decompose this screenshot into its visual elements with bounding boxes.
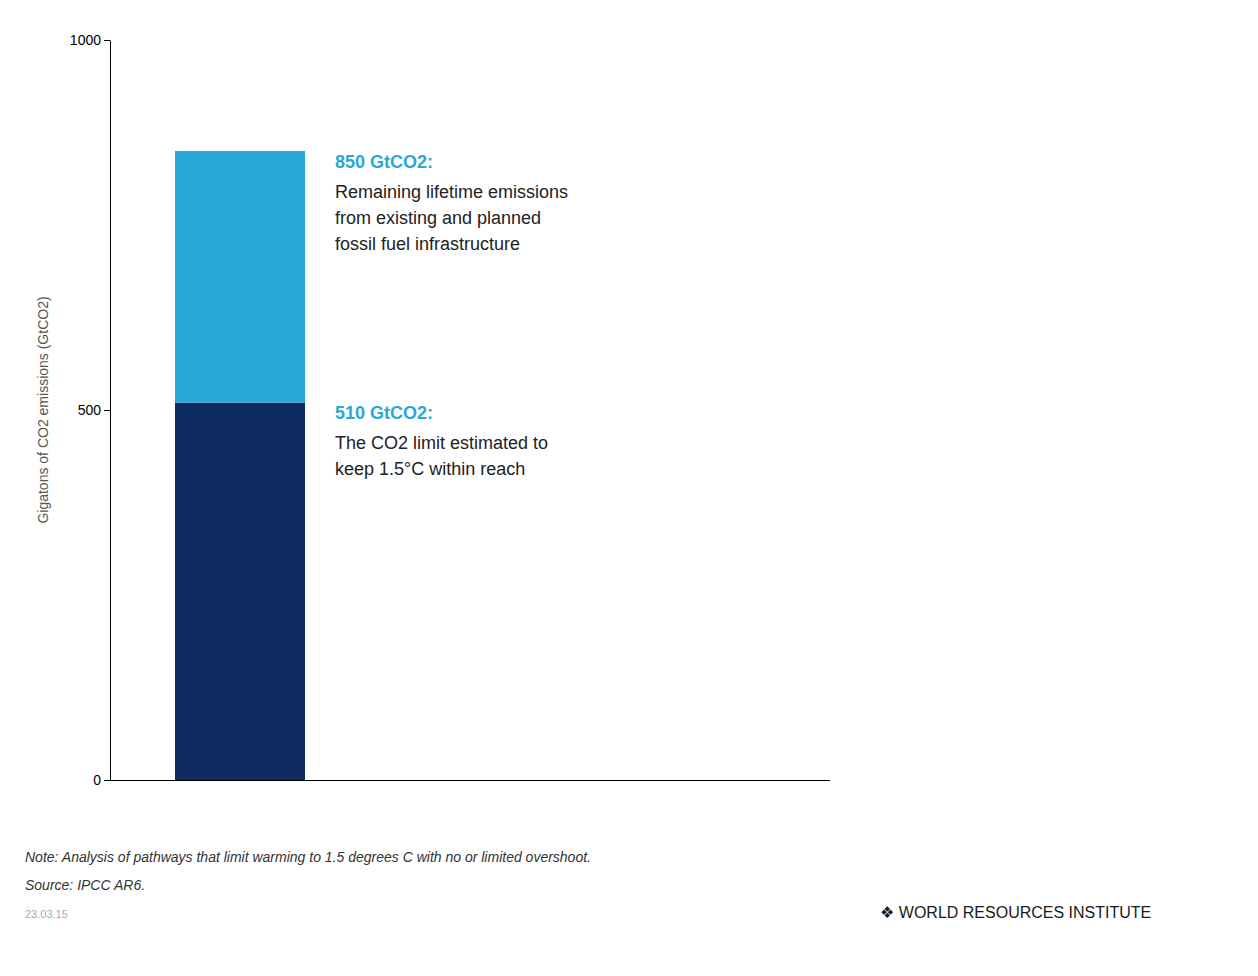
annotation-line: from existing and planned — [335, 208, 541, 228]
y-tick-label: 500 — [78, 402, 102, 418]
note: Note: Analysis of pathways that limit wa… — [25, 849, 591, 865]
annotation-line: Remaining lifetime emissions — [335, 182, 568, 202]
bar-segment — [175, 151, 305, 403]
y-tick-mark — [104, 780, 110, 781]
chart: 0 500 1000 Gigatons of CO2 emissions (GtCO2… — [0, 0, 1258, 976]
annotation-line: The CO2 limit estimated to — [335, 433, 548, 453]
y-axis: 0 500 1000 — [70, 32, 111, 788]
annotation-title: 510 GtCO2: — [335, 403, 433, 423]
annotation-title: 850 GtCO2: — [335, 152, 433, 172]
x-axis — [110, 780, 830, 782]
y-tick: 1000 — [70, 32, 110, 48]
footer: Note: Analysis of pathways that limit wa… — [25, 849, 1151, 921]
y-tick: 0 — [93, 772, 110, 788]
annotation: 510 GtCO2: The CO2 limit estimated to keep… — [335, 403, 548, 479]
y-axis-line — [110, 41, 111, 781]
y-tick-mark — [104, 410, 110, 411]
y-tick: 500 — [78, 402, 110, 418]
date: 23.03.15 — [25, 908, 68, 920]
bar-segment — [175, 403, 305, 780]
source: Source: IPCC AR6. — [25, 877, 145, 893]
plot: 0 500 1000 Gigatons of CO2 emissions (GtCO2… — [35, 32, 830, 788]
annotation-line: fossil fuel infrastructure — [335, 234, 520, 254]
bars — [175, 151, 305, 780]
credit: ❖ WORLD RESOURCES INSTITUTE — [880, 904, 1151, 921]
y-tick-label: 1000 — [70, 32, 101, 48]
y-axis-title: Gigatons of CO2 emissions (GtCO2) — [35, 296, 51, 523]
annotation-line: keep 1.5°C within reach — [335, 459, 525, 479]
x-axis-line — [110, 780, 830, 781]
y-tick-mark — [104, 40, 110, 41]
y-tick-label: 0 — [93, 772, 101, 788]
annotation: 850 GtCO2: Remaining lifetime emissions fr… — [335, 152, 568, 254]
